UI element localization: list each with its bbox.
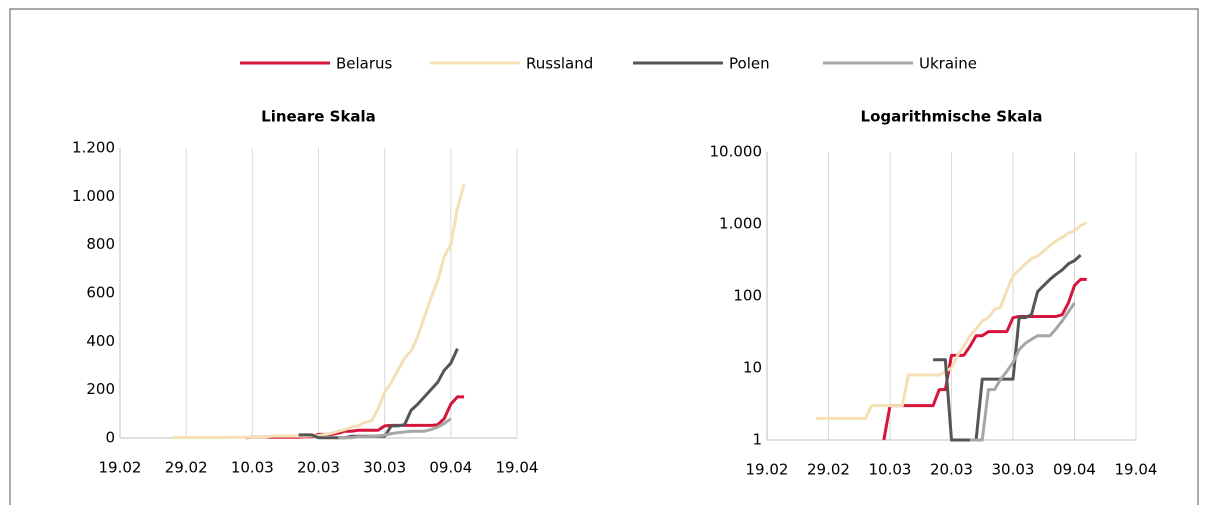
x-tick-label: 09.04 [1053, 461, 1096, 479]
x-tick-label: 30.03 [992, 461, 1035, 479]
y-tick-label: 1 [752, 431, 762, 449]
series-line [338, 417, 452, 440]
y-tick-label: 100 [733, 287, 762, 305]
x-tick-label: 30.03 [363, 459, 406, 477]
frame [9, 8, 1199, 505]
x-tick-label: 19.02 [746, 461, 789, 479]
x-tick-label: 10.03 [869, 461, 912, 479]
series-line [172, 183, 466, 440]
x-tick-label: 29.02 [165, 459, 208, 477]
y-tick-label: 10 [743, 359, 762, 377]
y-tick-label: 0 [105, 429, 115, 447]
y-tick-label: 200 [86, 380, 115, 398]
legend-label: Ukraine [919, 55, 977, 73]
legend-label: Belarus [336, 55, 393, 73]
x-tick-label: 29.02 [807, 461, 850, 479]
legend: Belarus Russland Polen Ukraine [240, 55, 977, 73]
y-tick-label: 10.000 [710, 143, 763, 161]
y-tick-label: 800 [86, 235, 115, 253]
series-line [816, 221, 1088, 420]
x-tick-label: 19.04 [496, 459, 539, 477]
y-tick-label: 400 [86, 332, 115, 350]
legend-label: Polen [729, 55, 770, 73]
y-tick-label: 1.000 [719, 215, 762, 233]
y-tick-label: 1.000 [72, 187, 115, 205]
series-line [933, 253, 1082, 442]
x-tick-label: 10.03 [231, 459, 274, 477]
series-line [969, 302, 1076, 442]
x-tick-label: 20.03 [297, 459, 340, 477]
series-line [245, 395, 465, 440]
y-tick-label: 1.200 [72, 139, 115, 157]
y-tick-label: 600 [86, 284, 115, 302]
x-tick-label: 19.04 [1115, 461, 1158, 479]
series-line [882, 277, 1087, 441]
x-tick-label: 19.02 [99, 459, 142, 477]
chart-title: Logarithmische Skala [861, 108, 1043, 126]
chart-title: Lineare Skala [261, 108, 376, 126]
x-tick-label: 09.04 [429, 459, 472, 477]
x-tick-label: 20.03 [930, 461, 973, 479]
legend-label: Russland [526, 55, 593, 73]
